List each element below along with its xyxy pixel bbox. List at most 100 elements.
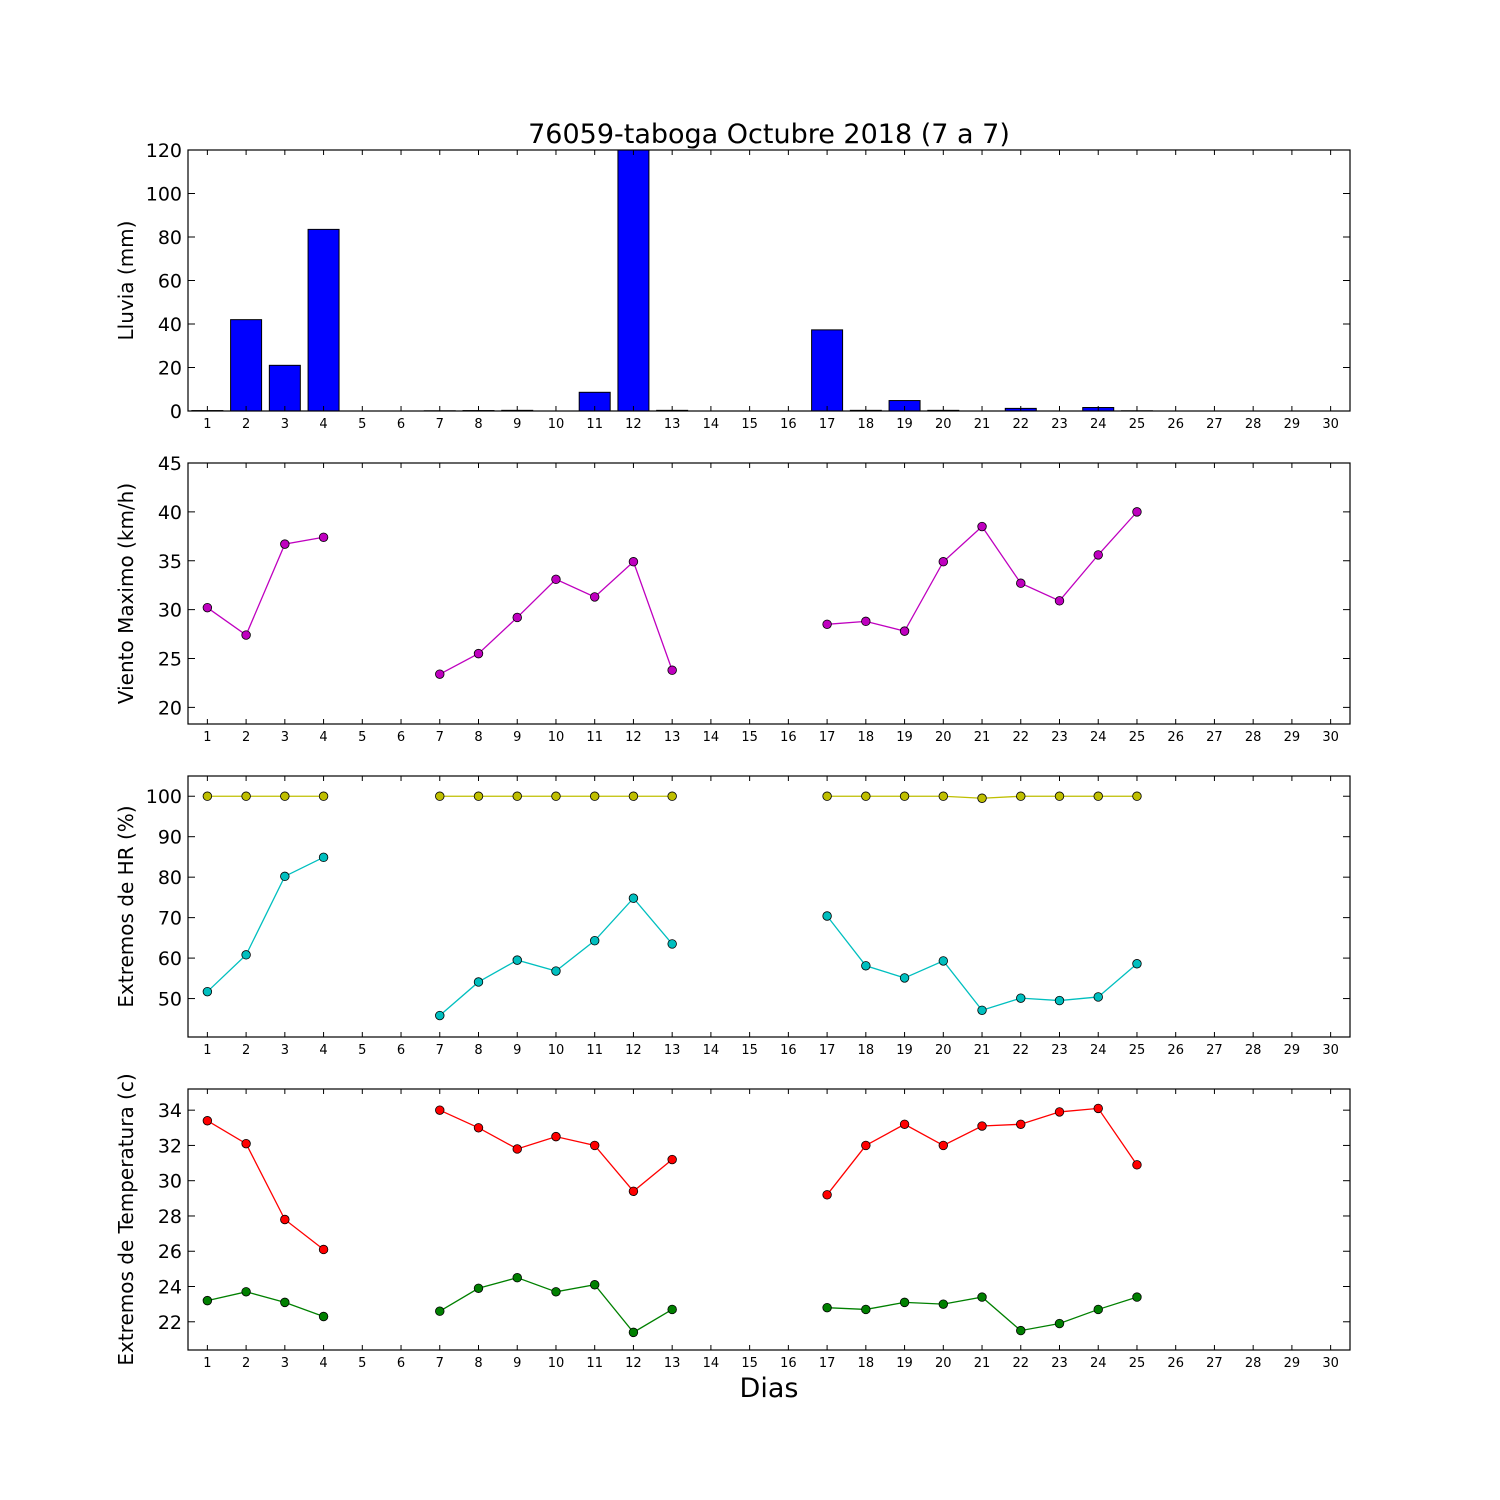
y-tick-label: 20 [158, 358, 182, 380]
data-point [241, 630, 251, 640]
panel-3: 1 2 3 4 5 6 7 8 9 10 11 12 13 14 15 16 17 18 19 20 21 22 23 24 2… [114, 775, 1351, 1058]
x-tick-label: 9 [513, 1043, 521, 1058]
data-point [899, 1297, 910, 1308]
x-tick-label: 4 [319, 1356, 327, 1371]
series-line [207, 1291, 324, 1318]
data-point [318, 852, 329, 863]
x-tick-label: 14 [703, 1043, 720, 1058]
y-tick-label: 34 [158, 1100, 182, 1122]
x-tick-label: 29 [1284, 1043, 1301, 1058]
x-tick-label: 4 [319, 1043, 327, 1058]
y-tick-label: 22 [158, 1312, 182, 1334]
x-tick-label: 27 [1206, 1356, 1223, 1371]
data-point [512, 1272, 522, 1283]
x-tick-label: 22 [1012, 1356, 1029, 1371]
data-point [938, 1299, 949, 1309]
chart-title: 76059-taboga Octubre 2018 (7 a 7) [528, 119, 1010, 150]
x-tick-label: 22 [1012, 417, 1029, 432]
x-tick-label: 19 [896, 730, 913, 745]
data-point [512, 955, 522, 965]
x-tick-label: 15 [741, 417, 758, 432]
y-axis-label: Lluvia (mm) [114, 221, 138, 341]
panel-1: 1 2 3 4 5 6 7 8 9 10 11 12 13 14 15 16 17 18 19 20 21 22 23 24 2… [114, 140, 1351, 432]
data-point [1016, 1325, 1026, 1336]
data-point [628, 557, 639, 567]
data-point [318, 1244, 329, 1255]
y-axis-label: Viento Maximo (km/h) [114, 483, 138, 704]
y-tick-label: 32 [158, 1135, 182, 1157]
data-point [551, 966, 561, 976]
x-tick-label: 7 [436, 730, 444, 745]
data-point [938, 557, 949, 567]
y-tick-label: 80 [158, 867, 182, 889]
data-point [590, 935, 600, 946]
y-tick-label: 28 [158, 1206, 182, 1228]
plot-frame [187, 1088, 1351, 1351]
plot-frame [187, 775, 1351, 1038]
x-tick-label: 24 [1090, 1043, 1107, 1058]
x-tick-label: 11 [586, 730, 603, 745]
x-tick-label: 23 [1051, 1356, 1068, 1371]
data-point [435, 669, 445, 679]
data-point [628, 1327, 639, 1338]
data-point [590, 791, 600, 801]
x-tick-label: 12 [625, 417, 642, 432]
data-point [667, 1304, 677, 1315]
y-tick-label: 30 [158, 600, 182, 622]
data-point [899, 973, 910, 983]
x-tick-label: 16 [780, 417, 797, 432]
x-tick-label: 19 [896, 417, 913, 432]
bar [617, 149, 650, 412]
data-point [435, 1010, 445, 1021]
x-tick-label: 21 [974, 1356, 991, 1371]
y-tick-label: 120 [146, 140, 182, 162]
x-tick-label: 18 [858, 1043, 875, 1058]
data-point [551, 574, 561, 585]
series-line [207, 1120, 324, 1250]
data-point [241, 1138, 251, 1149]
x-tick-label: 21 [974, 730, 991, 745]
x-tick-label: 22 [1012, 730, 1029, 745]
data-point [822, 1302, 832, 1313]
bar [811, 329, 844, 412]
x-axis-label: Dias [740, 1373, 799, 1404]
x-tick-label: 3 [281, 730, 289, 745]
x-tick-label: 27 [1206, 730, 1223, 745]
x-tick-label: 27 [1206, 417, 1223, 432]
data-point [977, 1005, 987, 1015]
plot-frame [187, 462, 1351, 725]
x-tick-label: 1 [203, 1356, 211, 1371]
data-point [861, 616, 871, 627]
x-tick-label: 21 [974, 1043, 991, 1058]
x-tick-label: 5 [358, 1043, 366, 1058]
x-tick-label: 16 [780, 1356, 797, 1371]
data-point [280, 1297, 290, 1308]
data-point [551, 791, 561, 801]
x-tick-label: 11 [586, 417, 603, 432]
y-tick-label: 80 [158, 227, 182, 249]
x-tick-label: 12 [625, 1043, 642, 1058]
data-point [628, 791, 639, 801]
y-tick-label: 40 [158, 314, 182, 336]
x-tick-label: 2 [242, 417, 250, 432]
data-point [1132, 1160, 1142, 1170]
data-point [473, 1123, 484, 1133]
data-point [899, 791, 910, 801]
y-axis-label: Extremos de Temperatura (c) [114, 1073, 138, 1365]
x-tick-label: 18 [858, 417, 875, 432]
x-tick-label: 3 [281, 1043, 289, 1058]
x-tick-label: 20 [935, 730, 952, 745]
x-tick-label: 20 [935, 1043, 952, 1058]
x-tick-label: 30 [1322, 1356, 1339, 1371]
y-tick-label: 20 [158, 697, 182, 719]
x-tick-label: 5 [358, 1356, 366, 1371]
data-point [241, 791, 251, 801]
x-tick-label: 8 [474, 1356, 482, 1371]
x-tick-label: 30 [1322, 730, 1339, 745]
data-point [1093, 1103, 1103, 1114]
x-tick-label: 4 [319, 730, 327, 745]
x-tick-label: 20 [935, 417, 952, 432]
x-tick-label: 1 [203, 730, 211, 745]
